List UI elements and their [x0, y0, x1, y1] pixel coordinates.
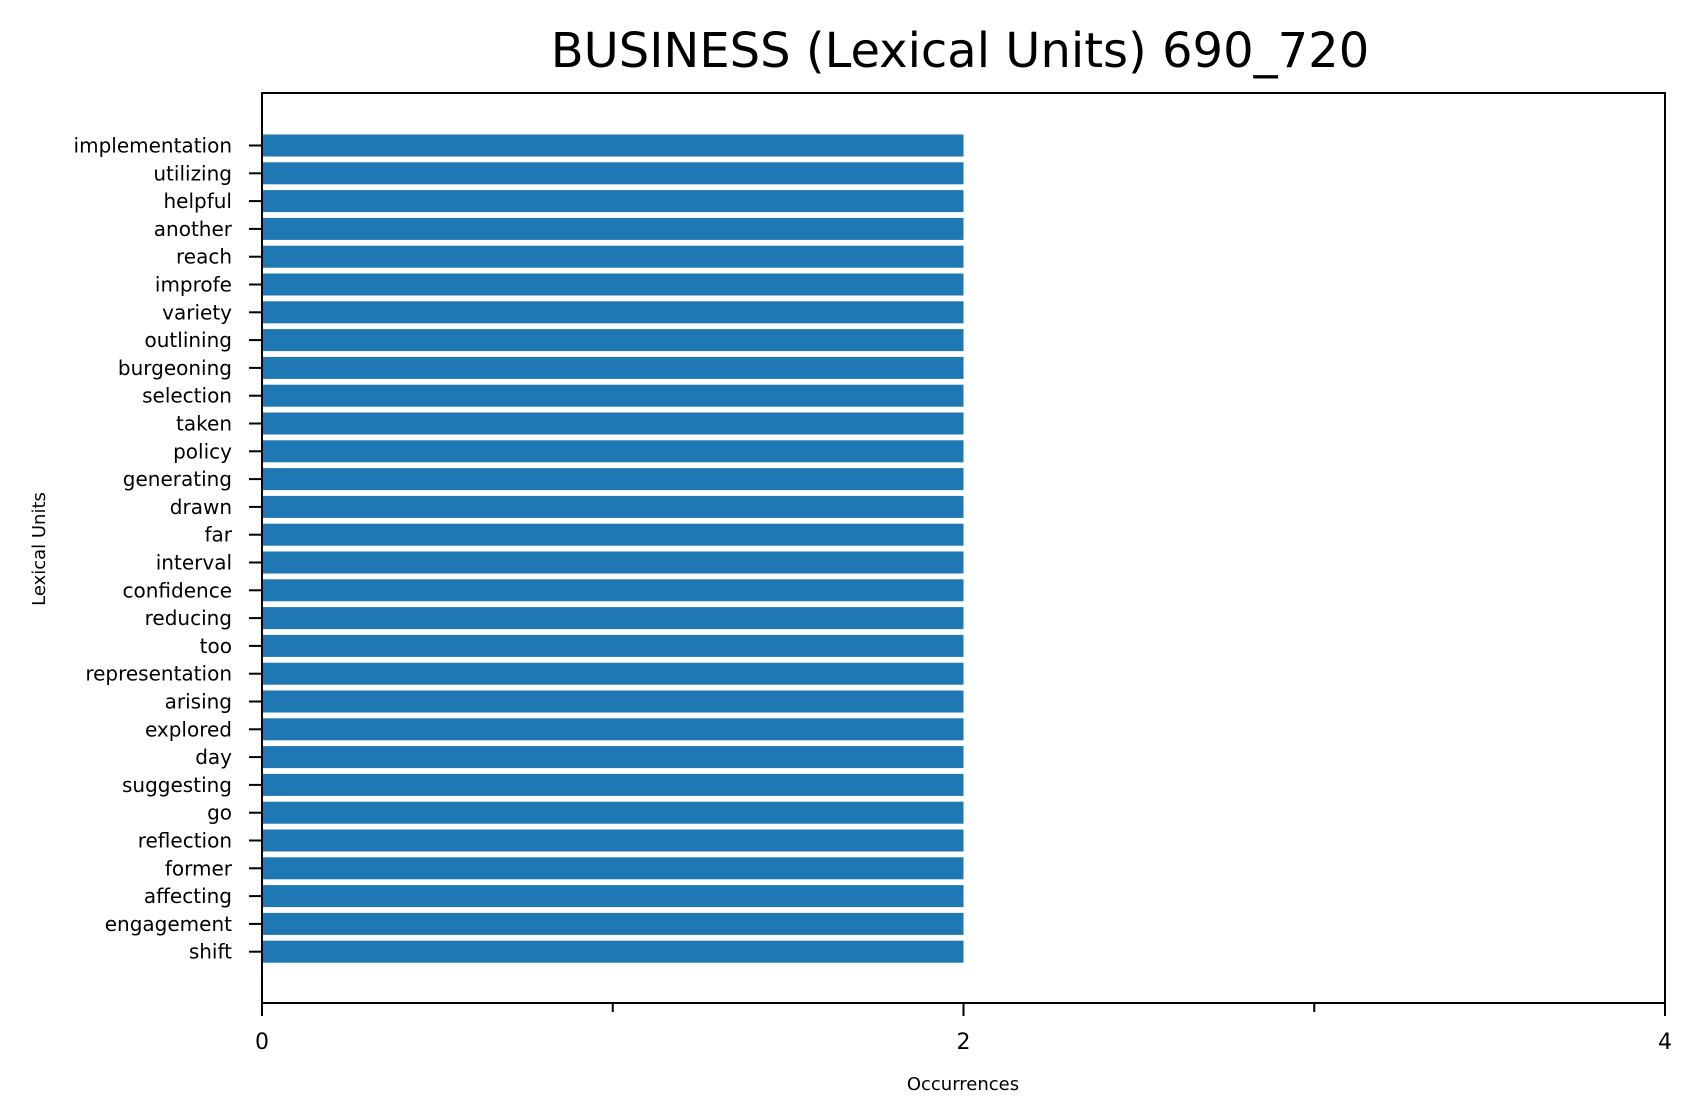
bar [262, 523, 964, 546]
bar [262, 634, 964, 657]
y-tick-label: utilizing [153, 161, 232, 185]
bar [262, 329, 964, 352]
plot-frame [261, 92, 1666, 1004]
y-tick-label: taken [176, 412, 232, 436]
y-tick-label: former [165, 856, 233, 880]
y-tick-label: arising [165, 690, 232, 714]
y-tick-label: reducing [145, 606, 232, 630]
y-tick-label: implementation [74, 134, 232, 158]
x-axis-label: Occurrences [907, 1074, 1019, 1095]
bar [262, 468, 964, 491]
x-tick-label: 2 [957, 1030, 971, 1055]
y-tick-label: go [207, 801, 232, 825]
y-axis-label: Lexical Units [29, 492, 50, 606]
bar [262, 134, 964, 157]
bar [262, 940, 964, 963]
y-tick-label: selection [142, 384, 232, 408]
x-tick-label: 4 [1658, 1030, 1672, 1055]
y-tick-label: improfe [155, 273, 232, 297]
y-tick-label: explored [145, 717, 232, 741]
bars [262, 134, 964, 963]
x-axis-ticks: 0 2 4 [255, 1003, 1672, 1055]
bar [262, 273, 964, 296]
bar [262, 412, 964, 435]
bar [262, 829, 964, 852]
bar [262, 162, 964, 185]
bar [262, 746, 964, 769]
y-axis-ticks: implementation utilizing helpful another rea… [74, 134, 262, 964]
y-tick-label: reflection [138, 829, 232, 853]
bar [262, 440, 964, 463]
bar [262, 912, 964, 935]
bar [262, 857, 964, 880]
y-tick-label: suggesting [122, 773, 232, 797]
chart-title: BUSINESS (Lexical Units) 690_720 [551, 23, 1370, 79]
bar [262, 301, 964, 324]
y-tick-label: day [195, 745, 232, 769]
y-tick-label: drawn [170, 495, 232, 519]
bar [262, 718, 964, 741]
y-tick-label: shift [189, 940, 232, 964]
y-tick-label: policy [173, 439, 232, 463]
bar [262, 579, 964, 602]
y-tick-label: helpful [163, 189, 232, 213]
bar [262, 773, 964, 796]
y-tick-label: engagement [105, 912, 232, 936]
x-tick-label: 0 [255, 1030, 269, 1055]
bar [262, 217, 964, 240]
y-tick-label: another [154, 217, 233, 241]
bar [262, 801, 964, 824]
bar [262, 662, 964, 685]
bar [262, 190, 964, 213]
y-tick-label: generating [123, 467, 232, 491]
y-tick-label: confidence [123, 578, 232, 602]
bar [262, 384, 964, 407]
bar [262, 551, 964, 574]
y-tick-label: too [200, 634, 232, 658]
y-tick-label: outlining [145, 328, 232, 352]
bar [262, 885, 964, 908]
bar [262, 690, 964, 713]
y-tick-label: interval [156, 551, 232, 575]
bar [262, 495, 964, 518]
y-tick-label: reach [176, 245, 232, 269]
y-tick-label: representation [85, 662, 232, 686]
y-tick-label: affecting [144, 884, 232, 908]
y-tick-label: burgeoning [118, 356, 232, 380]
bar [262, 356, 964, 379]
y-tick-label: far [204, 523, 232, 547]
y-tick-label: variety [162, 300, 232, 324]
bar [262, 607, 964, 630]
bar [262, 245, 964, 268]
